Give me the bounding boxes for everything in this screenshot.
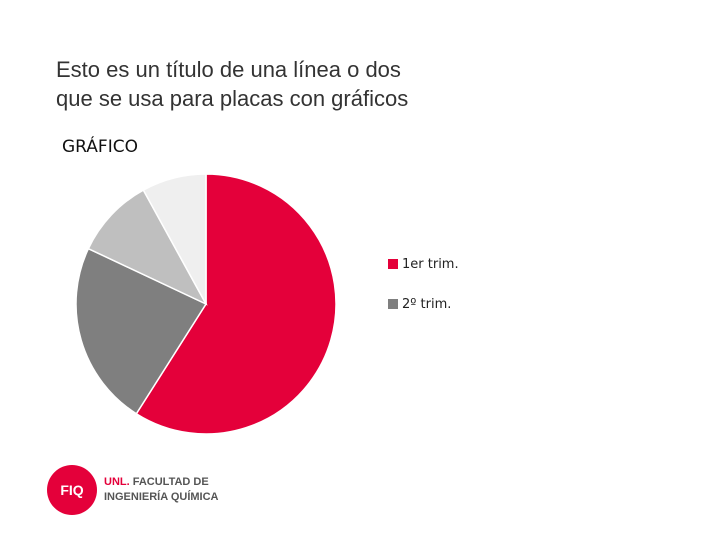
fiq-badge-text: FIQ (60, 482, 84, 498)
legend-swatch-1er-trim (388, 259, 398, 269)
slide-title: Esto es un título de una línea o dos que… (56, 55, 616, 113)
chart-heading: GRÁFICO (62, 137, 138, 157)
pie-slice-2 (75, 247, 208, 415)
logo-unl: UNL (104, 476, 127, 488)
legend-item-1er-trim: 1er trim. (388, 256, 488, 274)
logo-line-2: INGENIERÍA QUÍMICA (104, 491, 219, 503)
faculty-logo: FIQ UNL. FACULTAD DE INGENIERÍA QUÍMICA (47, 465, 219, 515)
chart-legend: 1er trim. 2º trim. (388, 256, 488, 336)
legend-label-2-trim: 2º trim. (402, 297, 452, 312)
logo-text: UNL. FACULTAD DE INGENIERÍA QUÍMICA (104, 475, 219, 505)
fiq-badge: FIQ (47, 465, 97, 515)
logo-dot: . (126, 476, 130, 488)
pie-slice-1 (135, 173, 337, 435)
logo-facultad: FACULTAD DE (132, 476, 209, 488)
legend-label-1er-trim: 1er trim. (402, 257, 459, 272)
logo-line-1: UNL. FACULTAD DE (104, 475, 219, 490)
pie-slice-3 (87, 189, 208, 306)
slide-title-line-2: que se usa para placas con gráficos (56, 86, 409, 111)
legend-swatch-2-trim (388, 299, 398, 309)
pie-slice-4 (142, 173, 207, 305)
slide-title-line-1: Esto es un título de una línea o dos (56, 57, 401, 82)
legend-item-2-trim: 2º trim. (388, 296, 488, 314)
